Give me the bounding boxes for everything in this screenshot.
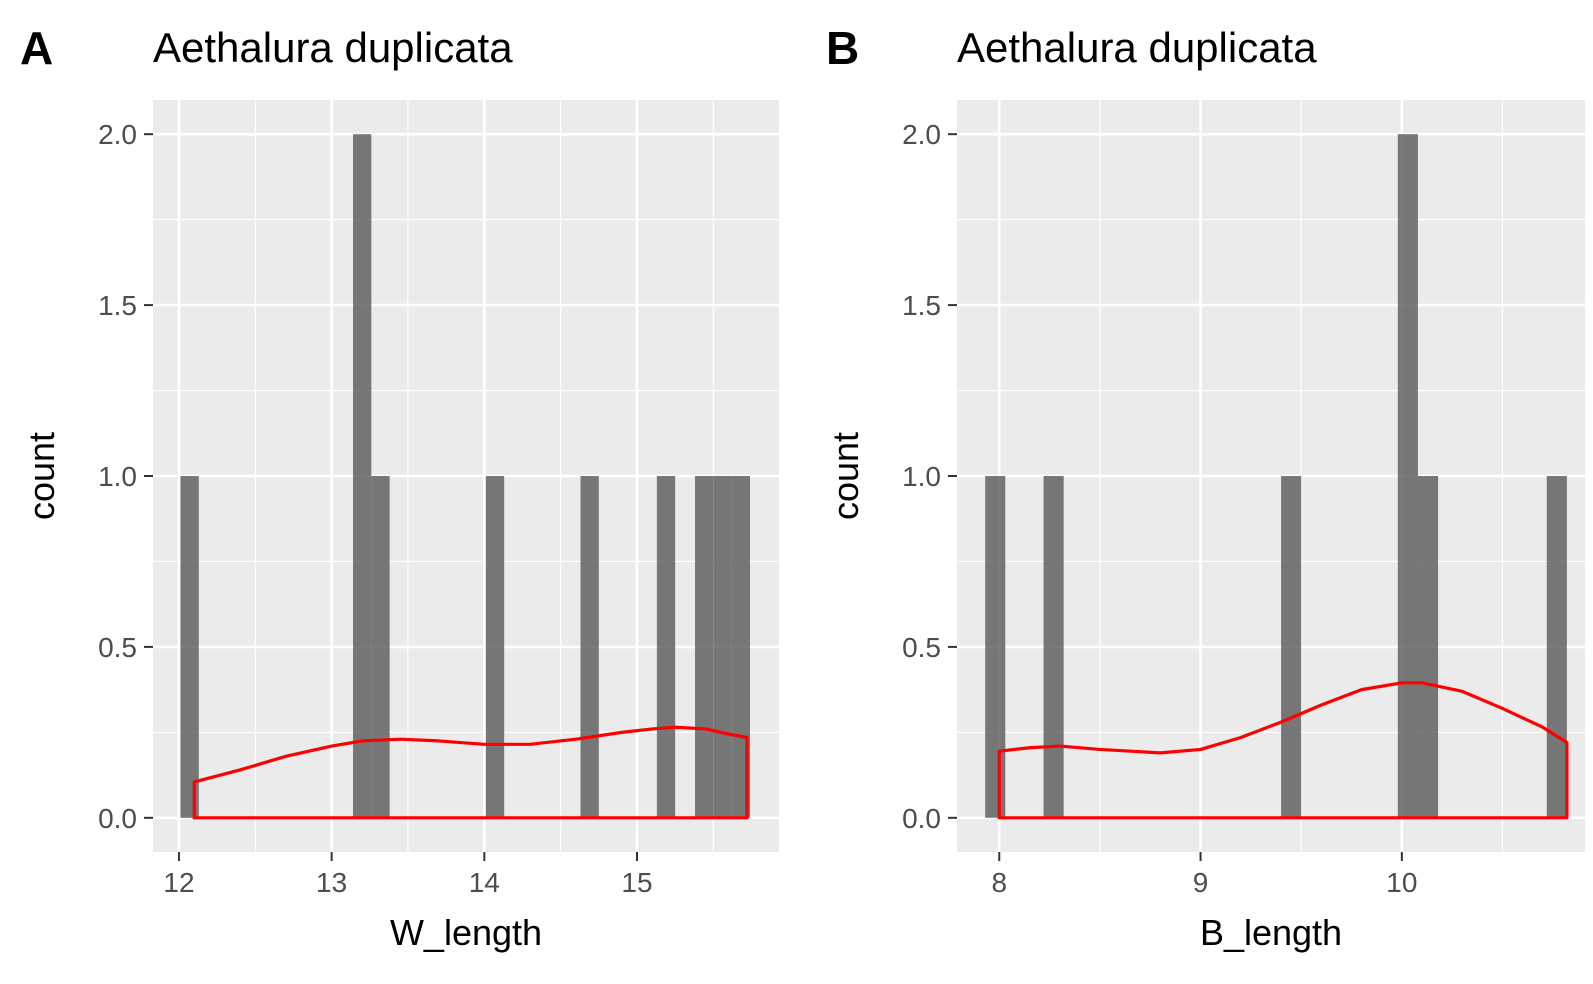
x-tick-label: 14 <box>469 867 500 898</box>
histogram-bar <box>985 476 1006 818</box>
y-tick-label: 1.5 <box>902 290 941 321</box>
y-tick-label: 0.5 <box>902 632 941 663</box>
y-tick-label: 1.0 <box>98 461 137 492</box>
density-curve <box>192 725 749 820</box>
histogram-bar <box>695 476 714 818</box>
panel-tag: B <box>826 22 859 74</box>
y-tick-label: 1.0 <box>902 461 941 492</box>
histogram-bar <box>485 476 505 818</box>
panel-tag: A <box>20 22 53 74</box>
panel-a: 0.0 0.5 1.0 1.5 2.0 12 13 14 15 W_length count A Aet… <box>20 22 779 953</box>
histogram-bar <box>731 476 750 818</box>
y-tick-label: 0.5 <box>98 632 137 663</box>
histogram-bar <box>180 476 199 818</box>
histogram-bar <box>713 476 732 818</box>
y-tick-label: 2.0 <box>902 119 941 150</box>
x-tick-label: 13 <box>316 867 347 898</box>
histogram-bar <box>580 476 599 818</box>
x-tick-label: 10 <box>1386 867 1417 898</box>
y-tick-label: 2.0 <box>98 119 137 150</box>
x-axis-title: B_length <box>1200 912 1342 953</box>
histogram-bar <box>353 134 372 818</box>
plot-title: Aethalura duplicata <box>153 24 513 71</box>
y-axis-title: count <box>825 432 866 520</box>
x-tick-label: 15 <box>621 867 652 898</box>
histogram-bar <box>1417 476 1439 818</box>
x-tick-label: 12 <box>163 867 194 898</box>
histogram-bar <box>1043 476 1064 818</box>
y-tick-label: 0.0 <box>902 803 941 834</box>
histogram-bar <box>1281 476 1302 818</box>
histogram-bar <box>1397 134 1418 818</box>
y-tick-label: 0.0 <box>98 803 137 834</box>
plot-title: Aethalura duplicata <box>957 24 1317 71</box>
histogram-bar <box>371 476 390 818</box>
x-tick-label: 9 <box>1193 867 1209 898</box>
y-tick-label: 1.5 <box>98 290 137 321</box>
panel-b: 0.0 0.5 1.0 1.5 2.0 8 9 10 B_length count B Aethalu… <box>825 22 1585 953</box>
x-tick-label: 8 <box>991 867 1007 898</box>
histogram-bar <box>1546 476 1567 818</box>
density-curve <box>997 681 1569 820</box>
histogram-bar <box>656 476 676 818</box>
y-axis-title: count <box>21 432 62 520</box>
x-axis-title: W_length <box>390 912 542 953</box>
